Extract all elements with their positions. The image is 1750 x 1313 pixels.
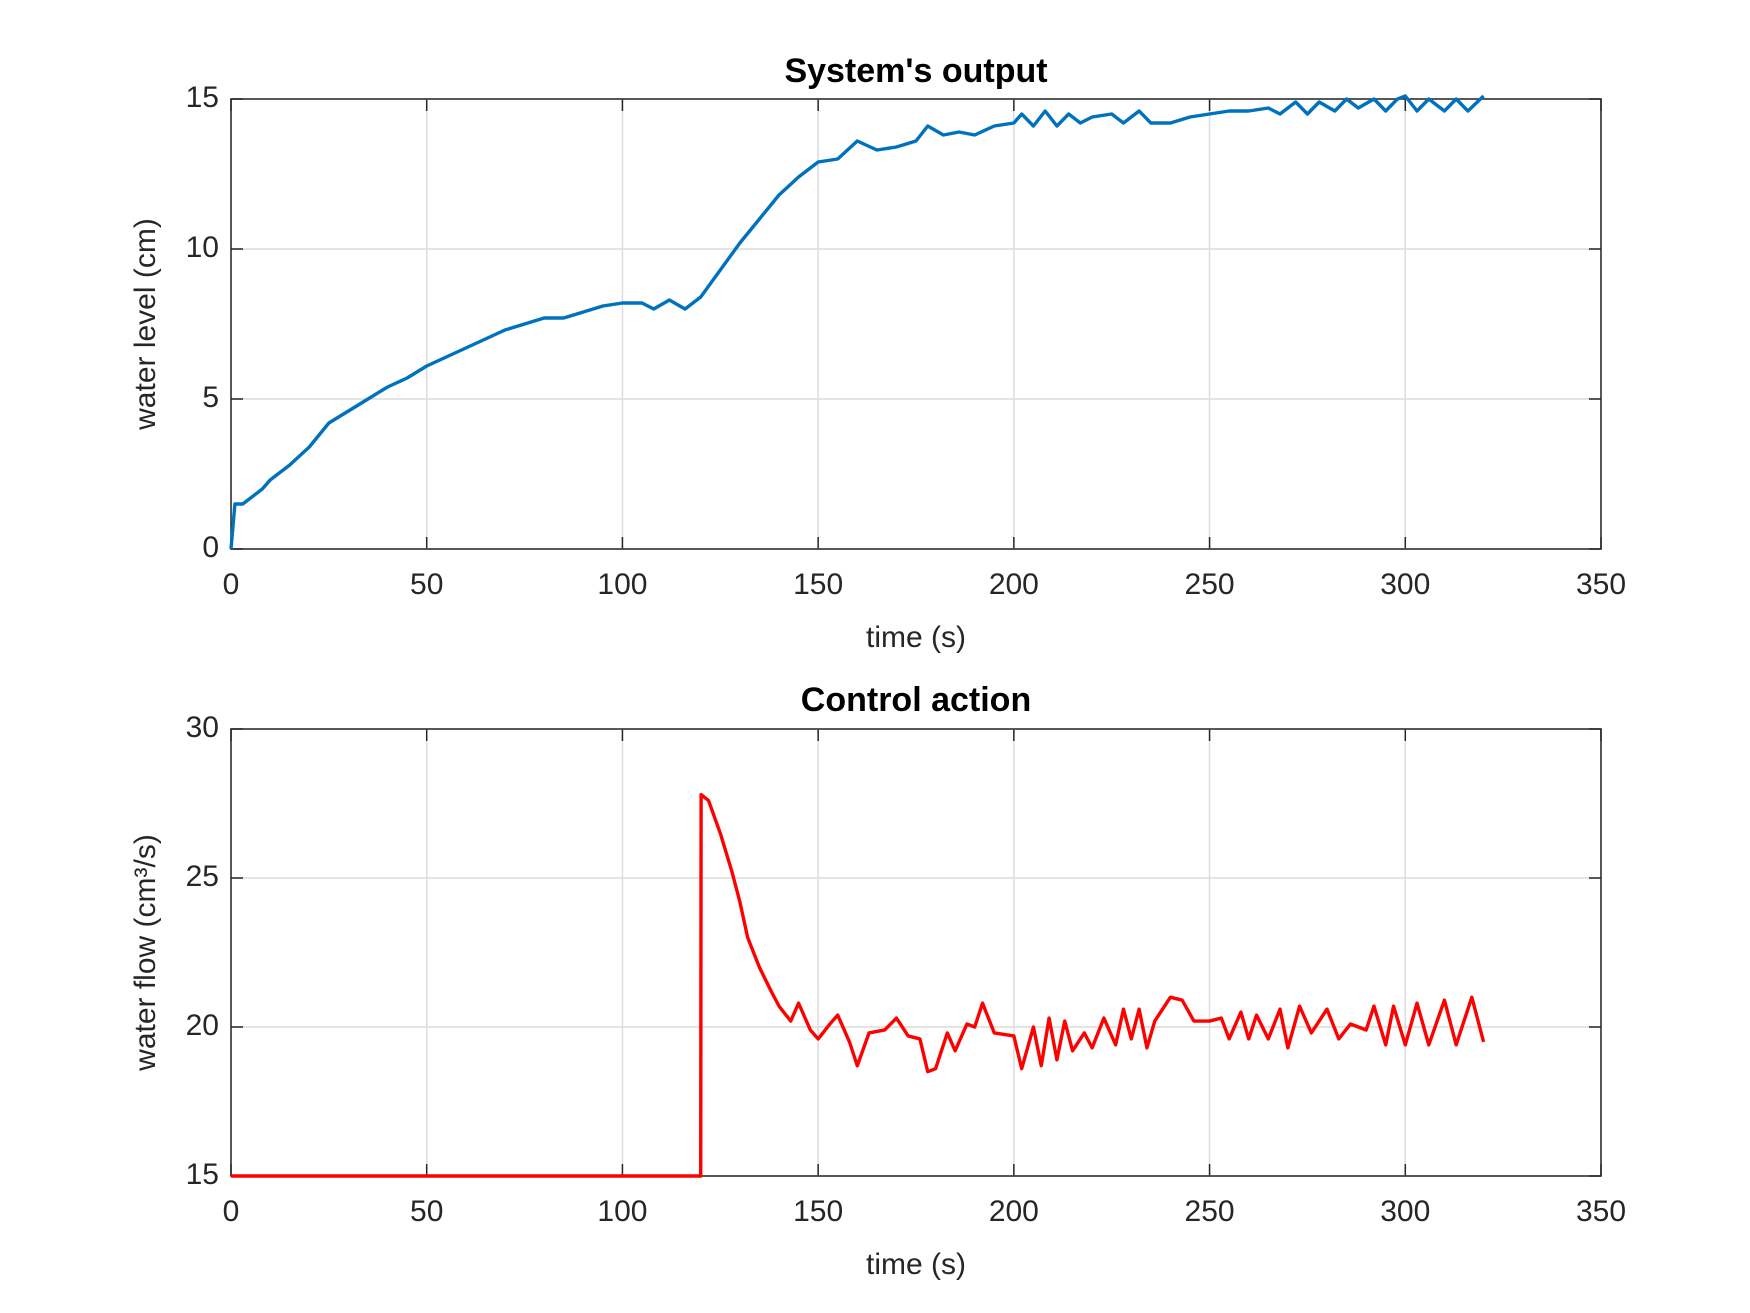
x-tick-label: 300	[1380, 1195, 1430, 1228]
y-tick-label: 30	[186, 711, 219, 744]
x-tick-label: 300	[1380, 568, 1430, 601]
x-tick-label: 250	[1185, 568, 1235, 601]
data-line	[231, 792, 1486, 1178]
x-tick-label: 350	[1576, 568, 1626, 601]
data-line	[229, 94, 1485, 550]
x-tick-label: 50	[410, 568, 443, 601]
x-tick-label: 350	[1576, 1195, 1626, 1228]
y-tick-label: 10	[186, 231, 219, 264]
x-tick-label: 100	[597, 1195, 647, 1228]
y-tick-label: 0	[202, 531, 219, 564]
chart-title: Control action	[801, 681, 1031, 719]
axes-frame	[230, 98, 1602, 550]
x-axis-label: time (s)	[866, 621, 966, 654]
x-axis-label: time (s)	[866, 1248, 966, 1281]
chart-title: System's output	[784, 52, 1047, 90]
x-tick-label: 50	[410, 1195, 443, 1228]
x-tick-label: 150	[793, 1195, 843, 1228]
y-tick-label: 15	[186, 81, 219, 114]
x-tick-label: 0	[223, 568, 240, 601]
y-axis-label: water level (cm)	[129, 218, 162, 431]
x-tick-label: 200	[989, 568, 1039, 601]
y-axis-label: water flow (cm³/s)	[129, 834, 162, 1072]
y-tick-label: 25	[186, 860, 219, 893]
x-tick-label: 150	[793, 568, 843, 601]
y-tick-label: 15	[186, 1158, 219, 1191]
x-tick-label: 100	[597, 568, 647, 601]
x-tick-label: 200	[989, 1195, 1039, 1228]
axes-frame	[230, 728, 1602, 1177]
y-tick-label: 20	[186, 1009, 219, 1042]
x-tick-label: 0	[223, 1195, 240, 1228]
y-tick-label: 5	[202, 381, 219, 414]
x-tick-label: 250	[1185, 1195, 1235, 1228]
